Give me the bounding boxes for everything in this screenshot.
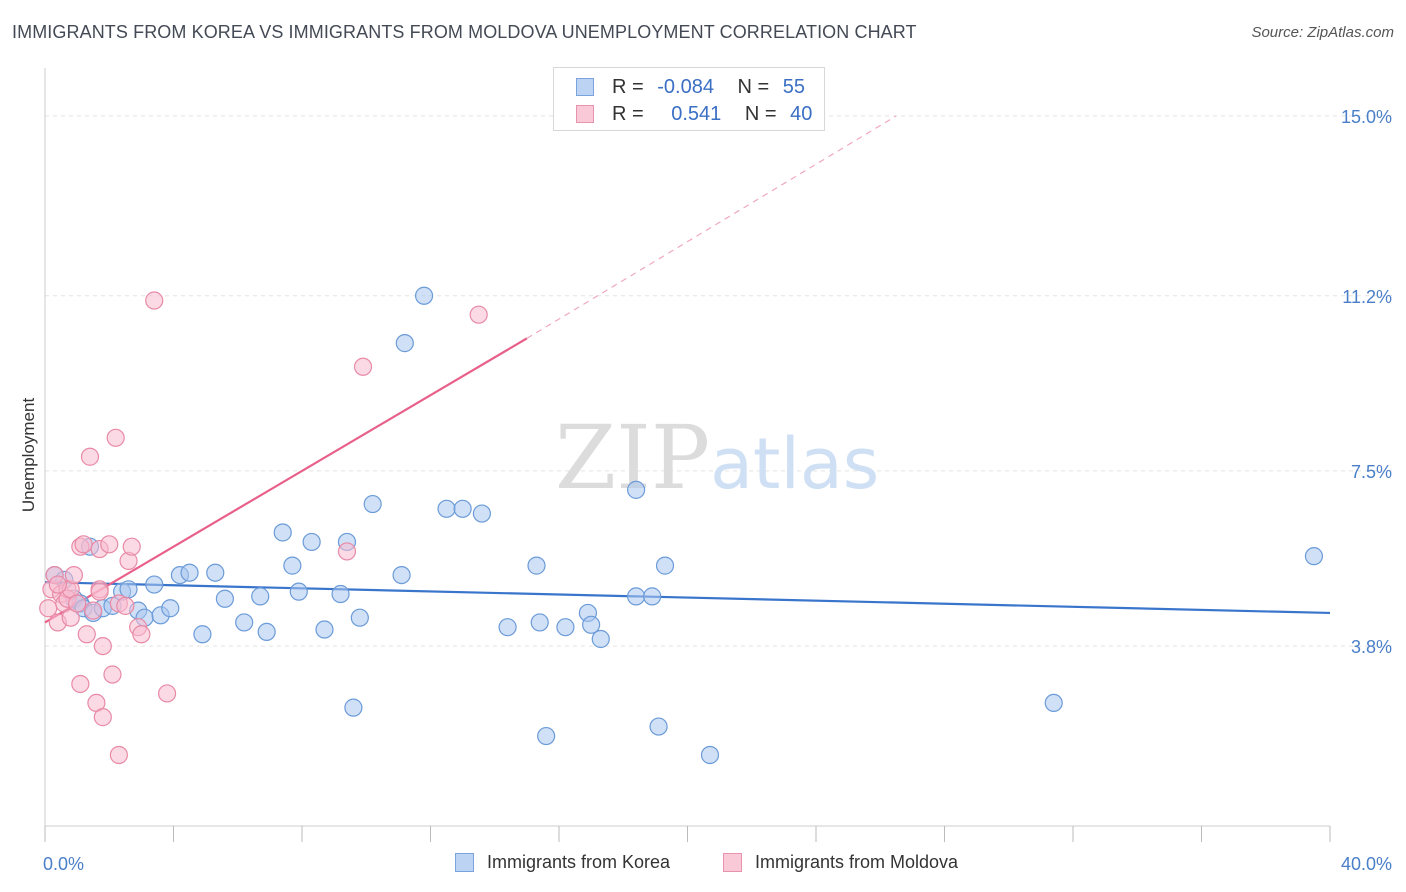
korea-point <box>395 334 414 353</box>
korea-point <box>1304 547 1324 566</box>
y-tick-label: 11.2% <box>1342 287 1392 307</box>
korea-point <box>527 556 546 575</box>
korea-point <box>453 499 472 518</box>
trend-lines <box>44 115 1331 624</box>
y-tick-label: 7.5% <box>1351 462 1392 482</box>
korea-swatch <box>455 853 474 872</box>
n-value: 55 <box>782 76 806 98</box>
moldova-trend-line <box>44 337 528 624</box>
n-value: 40 <box>790 103 813 125</box>
moldova-point <box>71 674 90 694</box>
moldova-point <box>337 542 357 561</box>
korea-point <box>498 618 517 637</box>
grid-lines <box>45 115 1392 647</box>
korea-point <box>251 587 270 606</box>
korea-point <box>437 499 456 518</box>
korea-point <box>289 582 308 601</box>
x-tick-label: 40.0% <box>1341 854 1392 874</box>
moldova-point <box>90 582 109 601</box>
moldova-point <box>100 535 119 554</box>
moldova-point <box>74 535 93 554</box>
moldova-point <box>93 708 112 727</box>
moldova-point <box>122 537 141 556</box>
korea-point <box>655 556 675 575</box>
moldova-point <box>77 625 96 644</box>
legend-label-moldova: Immigrants from Moldova <box>755 852 959 872</box>
korea-point <box>350 608 369 627</box>
korea-point <box>591 629 610 649</box>
moldova-point <box>106 428 125 447</box>
moldova-point <box>132 625 151 644</box>
korea-point <box>145 575 164 594</box>
axes <box>44 68 1331 842</box>
n-label: N = <box>737 76 770 98</box>
korea-point <box>414 286 434 305</box>
moldova-swatch <box>723 853 742 872</box>
r-value: 0.541 <box>671 103 722 125</box>
korea-trend-line <box>44 581 1331 615</box>
korea-point <box>344 698 363 717</box>
moldova-point <box>353 357 373 376</box>
korea-point <box>315 620 334 639</box>
moldova-point <box>84 601 103 620</box>
korea-point <box>643 587 662 606</box>
korea-point <box>700 745 720 765</box>
korea-point <box>161 599 180 618</box>
moldova-point <box>80 447 100 466</box>
y-axis-title: Unemployment <box>19 398 38 513</box>
moldova-point <box>145 291 164 310</box>
y-tick-labels: 3.8% 7.5% 11.2% 15.0% <box>1341 107 1392 657</box>
moldova-point <box>469 305 488 324</box>
korea-point <box>556 618 575 637</box>
korea-point <box>1044 693 1063 713</box>
korea-point <box>257 622 276 641</box>
y-tick-label: 3.8% <box>1351 637 1392 657</box>
korea-point <box>283 556 302 575</box>
korea-point <box>626 587 646 606</box>
moldova-point <box>157 684 177 703</box>
korea-point <box>649 717 668 736</box>
korea-point <box>626 480 646 499</box>
y-tick-label: 15.0% <box>1341 107 1392 127</box>
korea-point <box>235 613 254 632</box>
korea-point <box>582 615 601 634</box>
chart-title: IMMIGRANTS FROM KOREA VS IMMIGRANTS FROM… <box>12 22 917 42</box>
moldova-swatch <box>576 105 594 123</box>
x-tick-label: 0.0% <box>43 854 84 874</box>
korea-swatch <box>576 78 594 96</box>
moldova-point <box>103 665 122 684</box>
moldova-point <box>109 745 128 765</box>
x-tick-labels: 0.0% 40.0% <box>43 854 1392 874</box>
korea-point <box>215 589 234 608</box>
moldova-point <box>68 594 87 613</box>
korea-point <box>193 625 212 644</box>
moldova-point <box>64 565 84 585</box>
korea-point <box>363 494 382 514</box>
korea-point <box>530 613 549 632</box>
source-label: Source: ZipAtlas.com <box>1251 24 1394 41</box>
korea-point <box>472 504 491 523</box>
korea-point <box>302 532 321 552</box>
moldova-point <box>93 637 112 656</box>
korea-point <box>206 563 225 582</box>
moldova-trend-extension <box>526 115 897 339</box>
korea-point <box>331 584 350 604</box>
korea-point <box>273 523 292 542</box>
watermark-atlas: atlas <box>710 423 879 505</box>
moldova-point <box>116 596 135 615</box>
korea-point <box>392 565 411 585</box>
moldova-point <box>48 575 67 594</box>
korea-point <box>180 563 199 582</box>
korea-point <box>537 726 556 746</box>
data-points <box>39 286 1324 765</box>
r-value: -0.084 <box>657 76 714 98</box>
legend-label-korea: Immigrants from Korea <box>487 852 671 872</box>
n-label: N = <box>744 103 777 125</box>
r-label: R = <box>612 103 644 125</box>
correlation-legend: R = -0.084 N = 55 R = 0.541 N = 40 <box>553 67 825 131</box>
watermark: ZIPatlas <box>555 406 879 509</box>
r-label: R = <box>612 76 644 98</box>
